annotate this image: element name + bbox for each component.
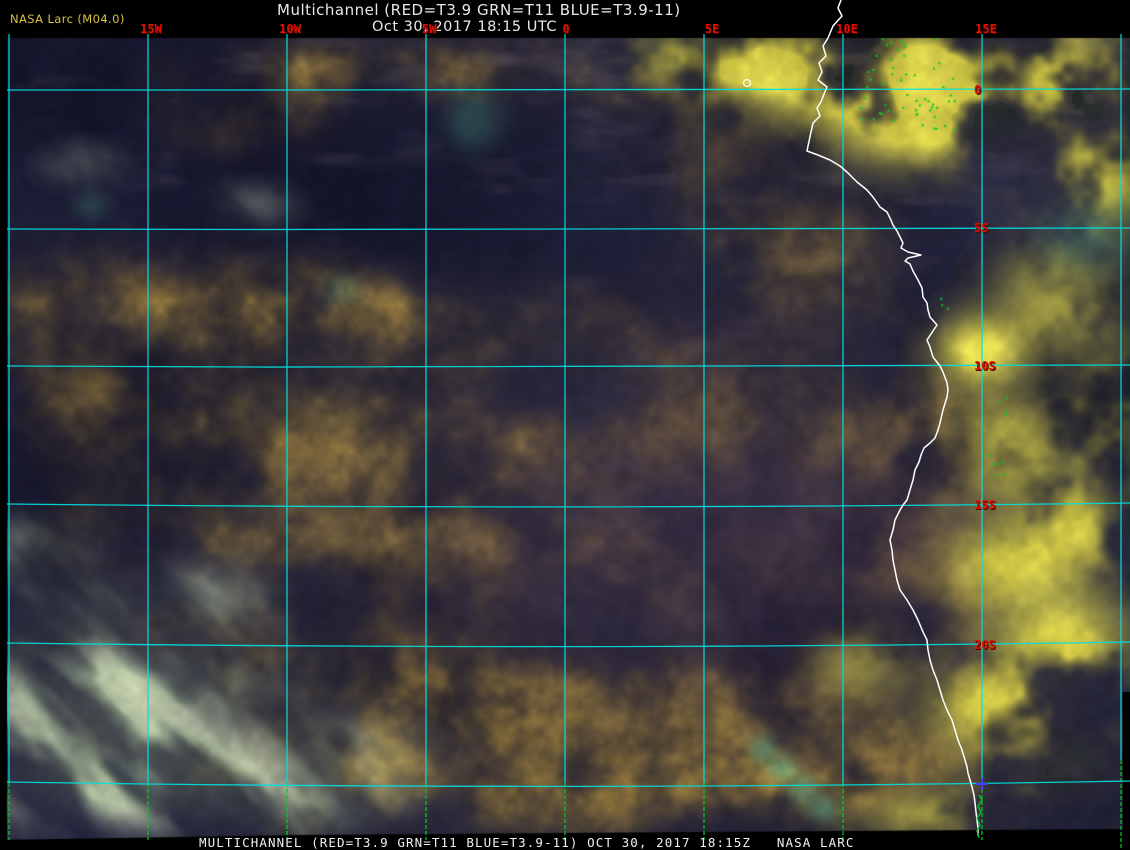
lat-label: 15S [974, 498, 996, 512]
lat-label: 0 [974, 83, 982, 97]
credit-text: NASA Larc (M04.0) [10, 12, 125, 26]
image-title-line1: Multichannel (RED=T3.9 GRN=T11 BLUE=T3.9… [277, 1, 681, 19]
lat-label: 5S [974, 221, 989, 235]
lon-label: 15E [975, 22, 997, 36]
lon-label: 10W [279, 22, 301, 36]
lon-label: 0 [562, 22, 570, 36]
lon-label: 5W [421, 22, 437, 36]
footer-caption: MULTICHANNEL (RED=T3.9 GRN=T11 BLUE=T3.9… [199, 835, 855, 850]
lon-label: 10E [836, 22, 858, 36]
lat-label: 10S [974, 359, 996, 373]
lon-label: 15W [140, 22, 162, 36]
lat-label: 20S [974, 638, 996, 652]
lon-label: 5E [704, 22, 720, 36]
image-title-line2: Oct 30, 2017 18:15 UTC [372, 19, 557, 35]
